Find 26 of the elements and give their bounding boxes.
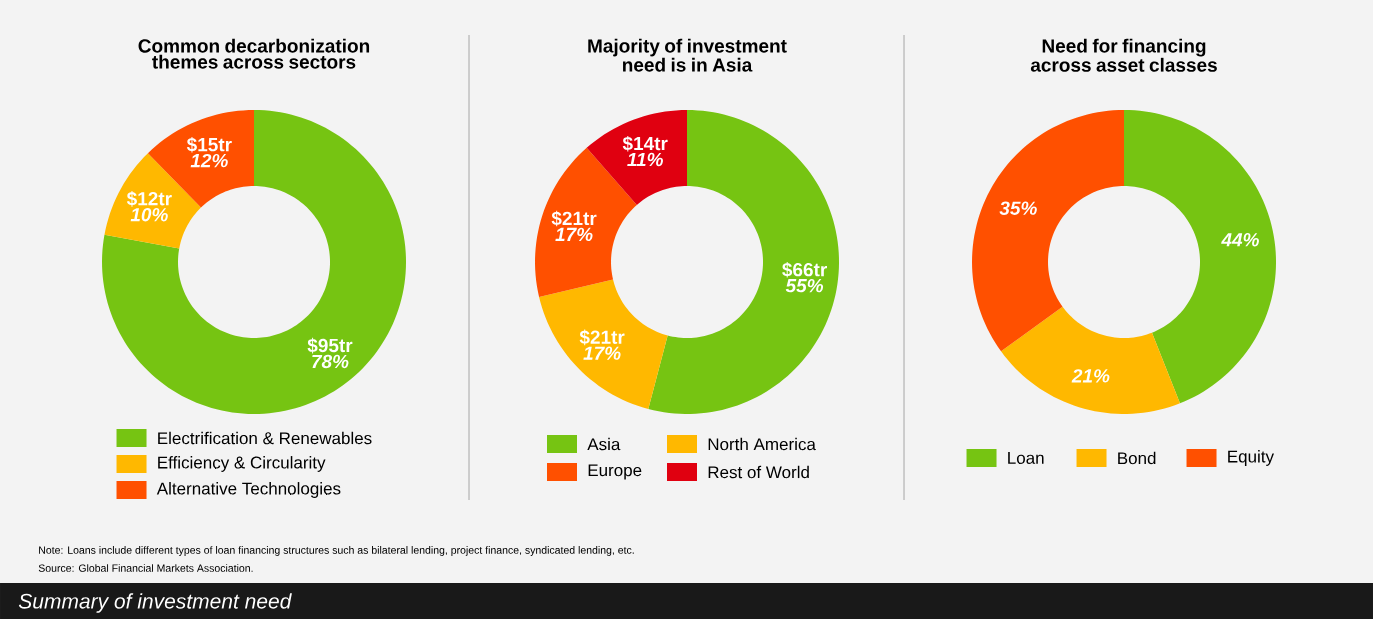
legend-label: North America bbox=[708, 437, 816, 451]
data-label: 21% bbox=[1071, 369, 1110, 383]
text: Note: Loans include different types of loan financing structures such as bilateral lending, project finance, syndicated lending, etc. bbox=[39, 546, 634, 556]
data-label: 44% bbox=[1221, 233, 1259, 247]
legend-label: Rest of World bbox=[708, 465, 809, 479]
data-label: $12tr 10% bbox=[126, 191, 172, 222]
data-label: $21tr 17% bbox=[579, 329, 625, 360]
data-label: 35% bbox=[999, 201, 1037, 215]
legend-label: Alternative Technologies bbox=[156, 482, 341, 498]
chart-title: Majority of investment need is in Asia bbox=[588, 38, 787, 72]
chart-title: Common decarbonization themes across sectors bbox=[138, 38, 370, 69]
text: Summary of investment need bbox=[18, 593, 292, 613]
legend-label: Loan bbox=[1008, 452, 1044, 464]
legend-label: Bond bbox=[1118, 451, 1156, 465]
source-note: Source: Global Financial Markets Association. bbox=[38, 564, 253, 572]
legend-label: Europe bbox=[588, 464, 642, 480]
data-label: $66tr 55% bbox=[782, 262, 827, 293]
legend-label: Electrification & Renewables bbox=[158, 431, 372, 445]
chart-title: Need for financing across asset classes bbox=[1030, 38, 1217, 72]
data-label: $15tr 12% bbox=[186, 137, 232, 168]
data-label: $14tr 11% bbox=[622, 135, 668, 167]
legend-label: Equity bbox=[1228, 450, 1274, 466]
legend-label: Efficiency & Circularity bbox=[158, 456, 326, 472]
data-label: $95tr 78% bbox=[307, 337, 353, 369]
legend-label: Asia bbox=[587, 437, 621, 451]
data-label: $21tr 17% bbox=[551, 210, 597, 242]
